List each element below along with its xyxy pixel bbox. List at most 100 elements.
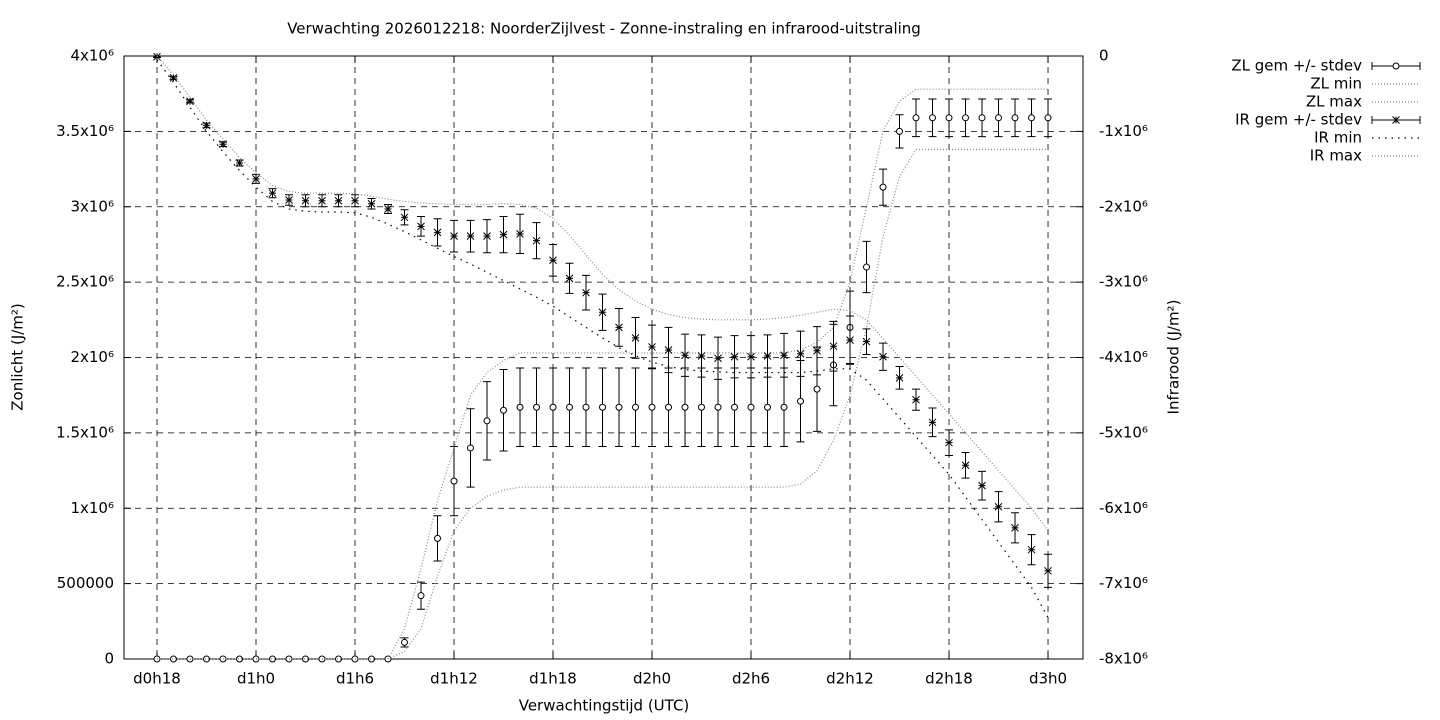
marker xyxy=(681,403,689,411)
y2-axis-label: Infrarood (J/m²) xyxy=(1165,300,1183,415)
marker xyxy=(599,403,607,411)
marker xyxy=(895,373,904,382)
legend-label: IR max xyxy=(1310,147,1362,165)
marker xyxy=(203,655,211,663)
chart-title: Verwachting 2026012218: NoorderZijlvest … xyxy=(287,20,921,38)
y-tick-label: 1x10⁶ xyxy=(70,499,114,517)
y2-tick-label: -1x10⁶ xyxy=(1099,122,1148,140)
marker xyxy=(945,114,953,122)
marker xyxy=(648,403,656,411)
marker xyxy=(747,403,755,411)
marker xyxy=(912,395,920,404)
marker xyxy=(912,114,920,122)
marker xyxy=(648,343,656,351)
marker xyxy=(236,655,244,663)
marker xyxy=(780,403,788,411)
y-tick-label: 2.5x10⁶ xyxy=(56,273,114,291)
marker xyxy=(532,236,541,245)
marker xyxy=(961,461,970,470)
marker xyxy=(829,342,838,351)
marker xyxy=(433,228,442,237)
marker xyxy=(202,121,211,130)
marker xyxy=(1027,545,1036,554)
marker xyxy=(285,196,293,204)
marker xyxy=(747,352,755,361)
x-tick-label: d0h18 xyxy=(133,670,181,688)
legend-marker xyxy=(1392,62,1400,70)
legend-label: ZL gem +/- stdev xyxy=(1231,57,1362,75)
series-line xyxy=(156,55,1049,532)
marker xyxy=(516,403,524,411)
y2-tick-label: -7x10⁶ xyxy=(1099,574,1148,592)
marker xyxy=(714,403,722,411)
x-tick-label: d2h6 xyxy=(732,670,770,688)
y-tick-label: 500000 xyxy=(57,574,114,592)
marker xyxy=(400,213,409,222)
marker xyxy=(813,346,821,355)
y-tick-label: 0 xyxy=(104,650,114,668)
marker xyxy=(1044,566,1052,575)
marker xyxy=(615,403,623,411)
legend-label: IR gem +/- stdev xyxy=(1235,111,1362,129)
marker xyxy=(533,403,541,411)
marker xyxy=(466,232,475,240)
y2-tick-label: -6x10⁶ xyxy=(1099,499,1148,517)
marker xyxy=(516,230,524,238)
marker xyxy=(631,334,640,342)
marker xyxy=(434,534,442,542)
marker xyxy=(566,403,574,411)
marker xyxy=(417,222,425,231)
series-line xyxy=(157,88,1049,660)
y2-tick-label: -8x10⁶ xyxy=(1099,650,1148,668)
marker xyxy=(731,403,739,411)
marker xyxy=(186,97,194,106)
marker xyxy=(813,385,821,393)
y-tick-label: 3x10⁶ xyxy=(70,197,114,215)
marker xyxy=(879,352,887,361)
marker xyxy=(945,438,953,447)
marker xyxy=(863,263,871,271)
legend-marker xyxy=(1392,116,1400,124)
marker xyxy=(401,638,409,646)
marker xyxy=(169,74,178,82)
marker xyxy=(697,352,706,360)
marker xyxy=(995,114,1003,122)
marker xyxy=(335,655,343,663)
marker xyxy=(268,189,277,198)
marker xyxy=(796,349,805,358)
y2-tick-label: -2x10⁶ xyxy=(1099,197,1148,215)
legend-label: ZL max xyxy=(1306,93,1362,111)
x-tick-label: d1h12 xyxy=(430,670,478,688)
marker xyxy=(681,351,689,360)
marker xyxy=(367,199,376,208)
marker xyxy=(764,403,772,411)
x-tick-label: d1h18 xyxy=(529,670,577,688)
marker xyxy=(301,196,310,205)
y-tick-label: 1.5x10⁶ xyxy=(56,423,114,441)
marker xyxy=(978,481,986,490)
marker xyxy=(962,114,970,122)
marker xyxy=(549,403,557,411)
marker xyxy=(978,114,986,122)
marker xyxy=(714,354,722,363)
x-tick-label: d2h12 xyxy=(826,670,874,688)
legend-label: ZL min xyxy=(1310,75,1362,93)
marker xyxy=(499,230,508,239)
marker xyxy=(664,346,673,354)
marker xyxy=(665,403,673,411)
marker xyxy=(763,352,772,360)
marker xyxy=(582,288,590,297)
y2-tick-label: -3x10⁶ xyxy=(1099,273,1148,291)
marker xyxy=(780,351,788,360)
marker xyxy=(417,592,425,600)
marker xyxy=(334,196,343,205)
x-tick-label: d1h0 xyxy=(237,670,275,688)
marker xyxy=(483,417,491,425)
y2-tick-label: -4x10⁶ xyxy=(1099,348,1148,366)
marker xyxy=(698,403,706,411)
marker xyxy=(929,114,937,122)
marker xyxy=(1028,114,1036,122)
marker xyxy=(450,477,458,485)
series-line xyxy=(156,59,1049,618)
